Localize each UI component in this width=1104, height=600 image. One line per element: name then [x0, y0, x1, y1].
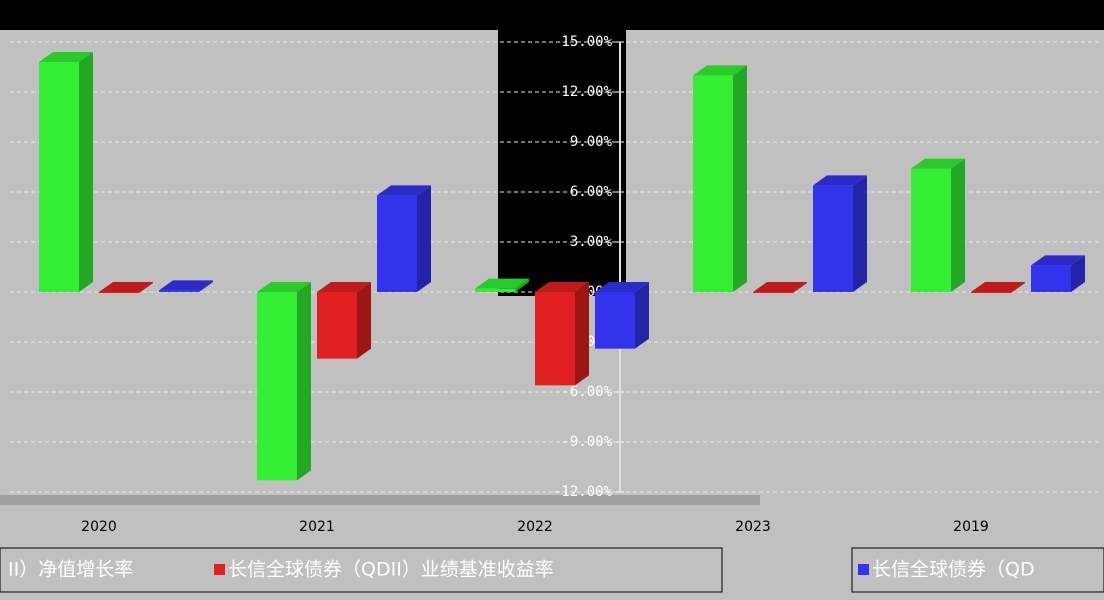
bar-side — [575, 282, 589, 386]
y-tick-label: 3.00% — [570, 234, 613, 250]
bar — [377, 185, 431, 292]
legend-label: 长信全球债券（QDII）业绩基准收益率 — [228, 559, 554, 581]
bar-top — [377, 185, 431, 196]
x-tick-label: 2023 — [735, 519, 771, 535]
legend-box — [0, 547, 723, 593]
y-tick-label: 12.00% — [561, 84, 612, 100]
bar-top — [595, 282, 649, 292]
legend-marker — [858, 564, 869, 575]
legend-marker — [214, 564, 225, 575]
bar-top — [753, 282, 807, 292]
bar-side — [79, 52, 93, 292]
bar — [753, 282, 807, 293]
bar-side — [139, 282, 153, 293]
bar-side — [1071, 255, 1085, 292]
y-tick-label: -9.00% — [561, 434, 612, 450]
bar-front — [753, 292, 793, 293]
x-tick-label: 2019 — [953, 519, 989, 535]
bar-top — [475, 278, 529, 289]
bar — [693, 65, 747, 292]
bar-top — [257, 282, 311, 292]
bar-side — [297, 282, 311, 481]
y-tick-label: -12.00% — [553, 484, 613, 500]
bar-side — [853, 175, 867, 292]
legend-box — [851, 547, 1104, 593]
x-tick-label: 2021 — [299, 519, 335, 535]
bar-top — [99, 282, 153, 292]
bar-front — [693, 75, 733, 292]
y-tick-label: 15.00% — [561, 34, 612, 50]
bar-front — [911, 168, 951, 292]
bar-side — [357, 282, 371, 359]
bar-side — [635, 282, 649, 349]
bar — [39, 52, 93, 292]
bar-front — [971, 292, 1011, 293]
bar-side — [199, 280, 213, 292]
bar — [475, 278, 529, 292]
bar-front — [99, 292, 139, 293]
bar-side — [793, 282, 807, 293]
bar — [257, 282, 311, 481]
y-tick-label: 9.00% — [570, 134, 613, 150]
bar-front — [159, 290, 199, 292]
bar-top — [317, 282, 371, 292]
top-strip — [0, 0, 1104, 30]
axis-panel — [498, 30, 626, 296]
floor — [0, 495, 760, 505]
bar — [595, 282, 649, 349]
x-tick-label: 2022 — [517, 519, 553, 535]
y-tick-label: 6.00% — [570, 184, 613, 200]
bar-top — [535, 282, 589, 292]
bar — [99, 282, 153, 293]
bar-side — [417, 185, 431, 292]
bar-side — [1011, 282, 1025, 293]
bar-top — [693, 65, 747, 76]
bar-front — [39, 62, 79, 292]
bar — [159, 280, 213, 292]
bar — [971, 282, 1025, 293]
bar-front — [257, 292, 297, 481]
bar-top — [39, 52, 93, 62]
bar-side — [515, 278, 529, 292]
bar-front — [317, 292, 357, 359]
bar-side — [733, 65, 747, 292]
bar-top — [971, 282, 1025, 292]
x-tick-label: 2020 — [81, 519, 117, 535]
bar — [1031, 255, 1085, 292]
bar — [813, 175, 867, 292]
bar — [911, 158, 965, 292]
bar-front — [595, 292, 635, 349]
bar — [317, 282, 371, 359]
bar — [535, 282, 589, 386]
bar-front — [377, 195, 417, 292]
bar-front — [475, 288, 515, 292]
bar-front — [1031, 265, 1071, 292]
bar-top — [813, 175, 867, 186]
bar-front — [535, 292, 575, 386]
bar-top — [911, 158, 965, 169]
legend-label: 长信全球债券（QD — [872, 559, 1035, 581]
legend-label: II）净值增长率 — [8, 559, 133, 581]
bar-front — [813, 185, 853, 292]
bar-top — [1031, 255, 1085, 266]
bar-side — [951, 158, 965, 292]
y-tick-label: -6.00% — [561, 384, 612, 400]
bar-top — [159, 280, 213, 291]
